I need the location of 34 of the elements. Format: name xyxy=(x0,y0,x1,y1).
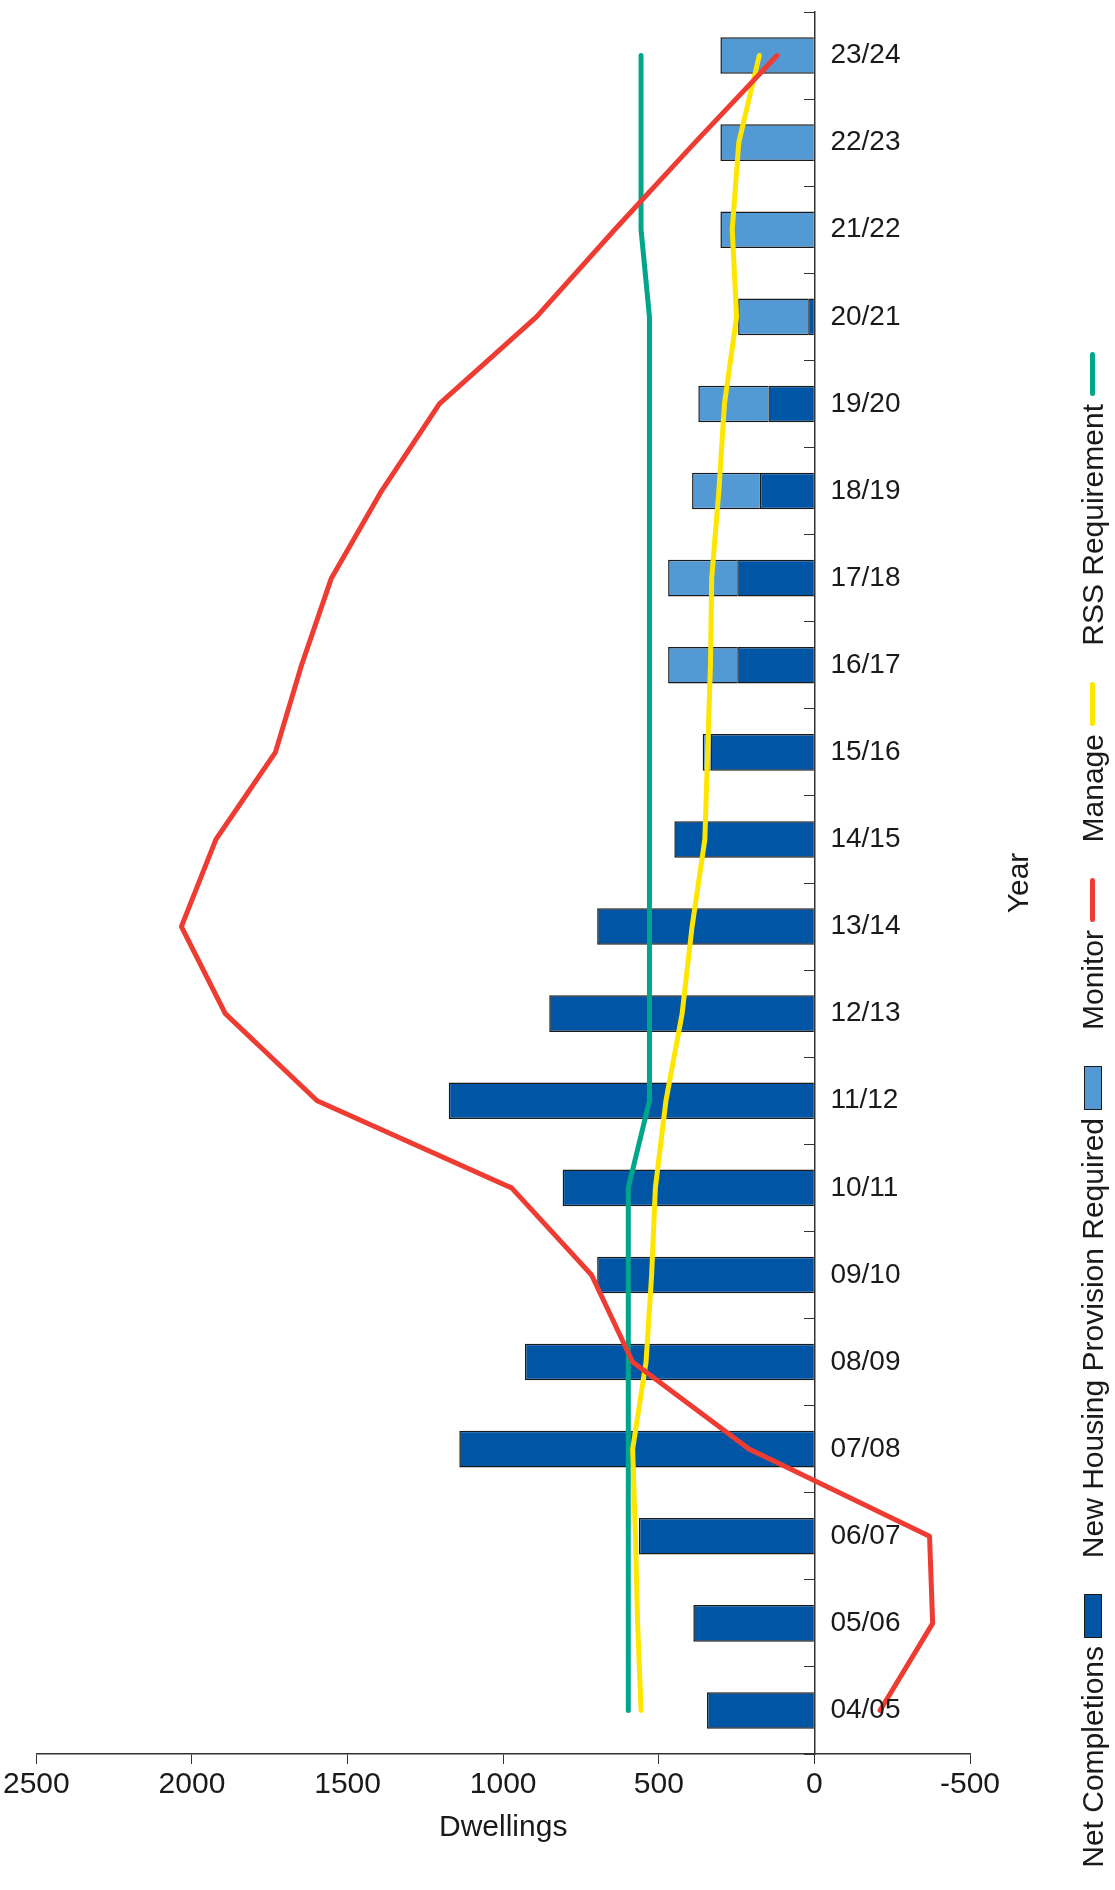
x-tick-label: 2500 xyxy=(2,1766,70,1800)
x-tick-label: 1500 xyxy=(314,1766,381,1800)
y-tick-label: 15/16 xyxy=(830,735,901,767)
x-tick-label: 500 xyxy=(633,1766,684,1800)
x-tick-label: 2000 xyxy=(158,1766,226,1800)
y-tick-label: 17/18 xyxy=(830,560,901,592)
y-tick-label: 14/15 xyxy=(830,822,901,854)
y-tick-label: 23/24 xyxy=(830,38,901,70)
x-axis-title: Dwellings xyxy=(438,1809,568,1843)
x-tick-label: 1000 xyxy=(469,1766,537,1800)
y-tick-label: 21/22 xyxy=(830,212,901,244)
y-axis-title: Year xyxy=(1001,852,1035,914)
y-tick-label: 22/23 xyxy=(830,125,901,157)
y-tick-label: 20/21 xyxy=(830,299,901,331)
y-tick-label: 18/19 xyxy=(830,473,901,505)
y-tick-label: 16/17 xyxy=(830,647,901,679)
y-tick-label: 12/13 xyxy=(830,996,901,1028)
y-tick-label: 19/20 xyxy=(830,386,901,418)
legend-label: New Housing Provision Required xyxy=(1075,1118,1110,1559)
y-tick-label: 13/14 xyxy=(830,909,901,941)
y-tick-label: 07/08 xyxy=(830,1431,901,1463)
x-tick-label: -500 xyxy=(939,1766,1001,1800)
y-tick-label: 09/10 xyxy=(830,1257,901,1289)
y-tick-label: 04/05 xyxy=(830,1693,901,1725)
legend-label: Manage xyxy=(1075,733,1110,842)
y-tick-label: 08/09 xyxy=(830,1344,901,1376)
legend-label: RSS Requirement xyxy=(1075,403,1110,646)
legend-label: Net Completions xyxy=(1075,1646,1110,1868)
x-tick-label: 0 xyxy=(806,1766,823,1800)
legend-label: Monitor xyxy=(1075,929,1110,1031)
y-tick-label: 10/11 xyxy=(830,1170,899,1202)
y-tick-label: 05/06 xyxy=(830,1606,901,1638)
y-tick-label: 11/12 xyxy=(830,1083,899,1115)
y-tick-label: 06/07 xyxy=(830,1518,901,1550)
